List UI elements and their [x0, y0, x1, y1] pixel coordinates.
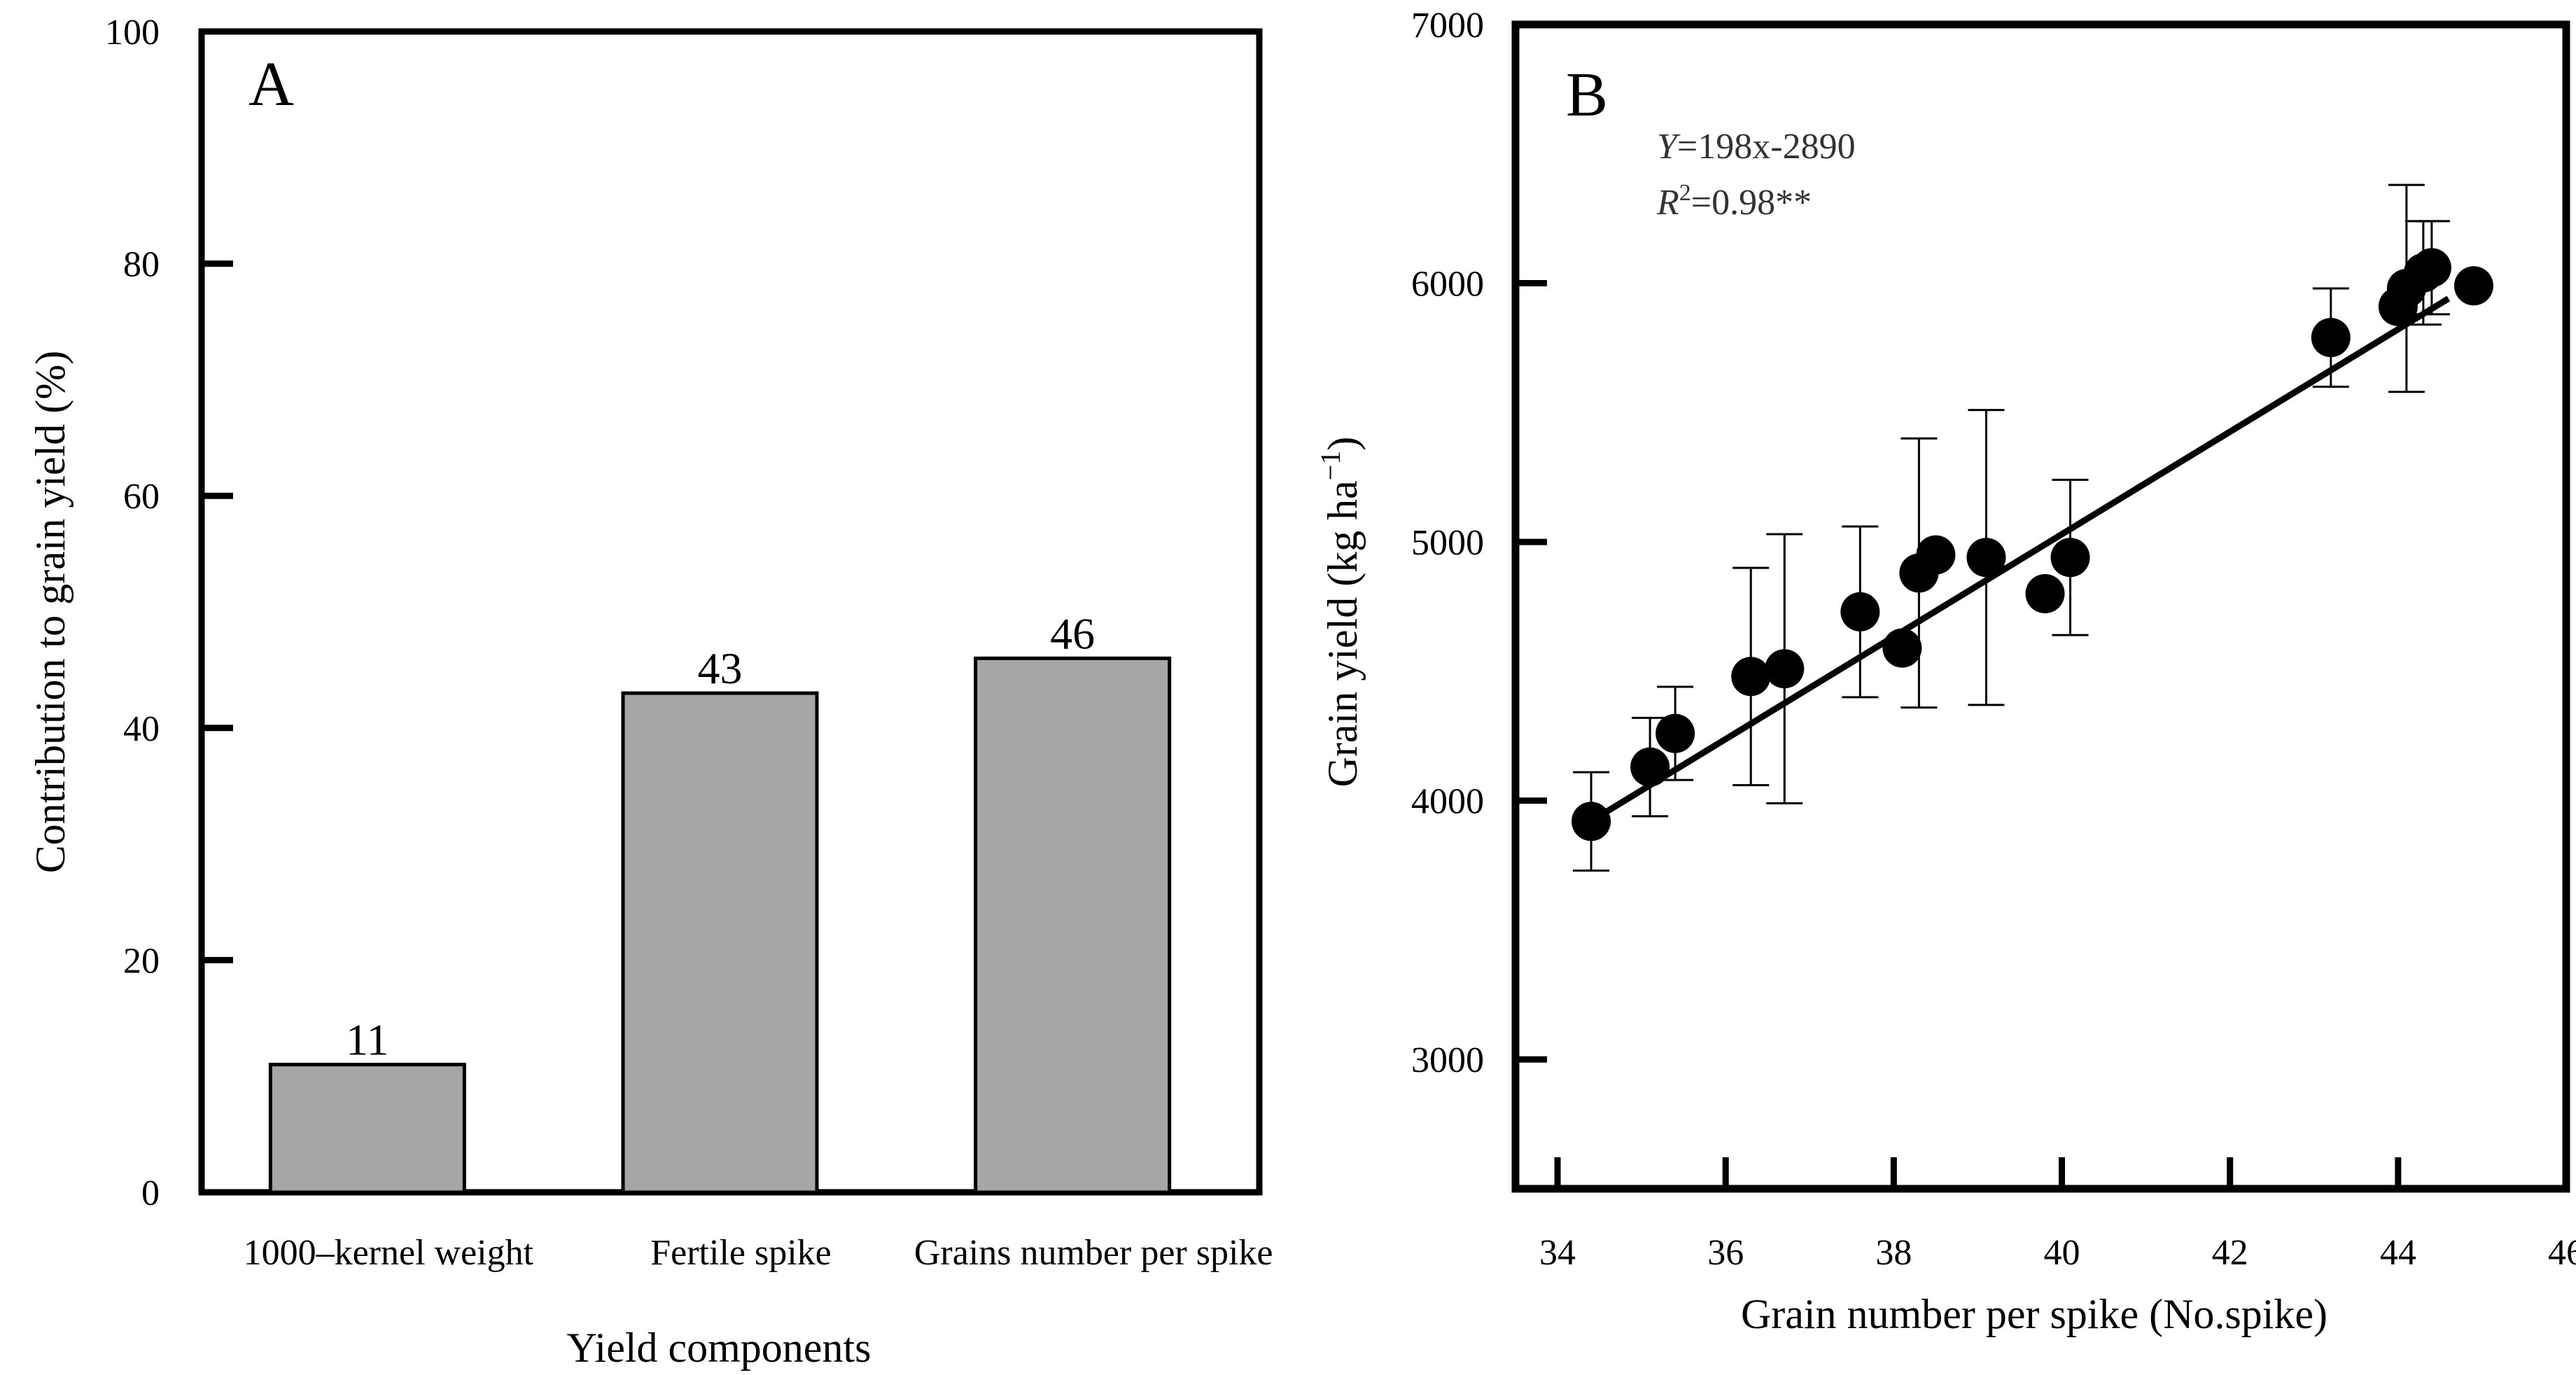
panel-a-y-axis-title: Contribution to grain yield (%) [27, 351, 74, 874]
panel-b-letter: B [1566, 60, 1608, 130]
y-tick-label: 0 [141, 1173, 160, 1213]
panel-b-x-ticks: 34 36 38 40 42 44 46 [1539, 1157, 2576, 1273]
data-point [1656, 713, 1695, 753]
panel-a-bar-chart: A 0 20 40 60 80 100 11 43 46 1000–kernel weight… [27, 13, 1273, 1371]
panel-b-y-axis-title-main: Grain yield (kg ha [1320, 480, 1366, 787]
y-tick-label: 40 [123, 709, 160, 749]
x-tick-label: 42 [2212, 1233, 2248, 1273]
bar-value-label: 43 [698, 643, 743, 693]
y-tick-label: 80 [123, 245, 160, 285]
data-point [2311, 318, 2351, 358]
r-symbol: R [1656, 183, 1679, 223]
panel-a-y-ticks: 0 20 40 60 80 100 [105, 13, 233, 1213]
y-tick-label: 5000 [1411, 523, 1484, 563]
bar [974, 656, 1172, 1194]
panel-b-y-ticks: 3000 4000 5000 6000 7000 [1411, 6, 1547, 1080]
x-category-label: 1000–kernel weight [244, 1233, 534, 1273]
panel-b-regression-line [1589, 295, 2451, 824]
y-tick-label: 60 [123, 477, 160, 517]
r-squared-label: R2=0.98** [1656, 180, 1812, 223]
panel-b-error-bars [1573, 183, 2450, 872]
panel-b-points [1572, 248, 2493, 842]
panel-b-y-axis-unit-superscript: −1 [1315, 451, 1346, 481]
bar-value-label: 11 [346, 1015, 389, 1065]
y-tick-label: 3000 [1411, 1040, 1484, 1080]
data-point [1731, 657, 1771, 697]
data-point [1630, 747, 1670, 787]
data-point [2454, 266, 2493, 306]
equation-text: =198x-2890 [1677, 127, 1856, 167]
panel-a-x-axis-title: Yield components [567, 1325, 872, 1371]
panel-a-letter: A [248, 50, 294, 119]
panel-b-x-axis-title: Grain number per spike (No.spike) [1741, 1291, 2328, 1337]
panel-b-plot-frame [1511, 20, 2570, 1193]
data-point [2050, 538, 2090, 578]
data-point [1765, 649, 1805, 689]
r-squared-value: =0.98** [1691, 183, 1812, 223]
panel-a-x-tick-labels: 1000–kernel weight Fertile spike Grains nu… [244, 1233, 1273, 1273]
data-point [1572, 802, 1611, 842]
regression-line [1589, 295, 2451, 824]
regression-equation: Y=198x-2890 [1657, 127, 1856, 167]
panel-a-bars [268, 656, 1172, 1194]
panel-b-scatter-chart: B Y=198x-2890 R2=0.98** 3000 4000 5000 6000… [1315, 6, 2576, 1337]
r-squared-superscript: 2 [1679, 180, 1691, 206]
y-tick-label: 7000 [1411, 6, 1484, 46]
data-point [1966, 538, 2006, 578]
y-tick-label: 4000 [1411, 782, 1484, 822]
y-tick-label: 100 [105, 13, 160, 53]
x-tick-label: 44 [2380, 1233, 2416, 1273]
x-tick-label: 34 [1539, 1233, 1576, 1273]
panel-a-data-labels: 11 43 46 [346, 608, 1095, 1064]
bar-value-label: 46 [1050, 608, 1095, 658]
panel-b-y-axis-title-close: ) [1320, 437, 1366, 451]
data-point [2025, 574, 2065, 614]
x-tick-label: 40 [2044, 1233, 2080, 1273]
x-tick-label: 46 [2548, 1233, 2576, 1273]
equation-y-symbol: Y [1657, 127, 1681, 167]
bar [268, 1063, 466, 1194]
data-point [1916, 535, 1956, 575]
x-category-label: Grains number per spike [914, 1233, 1273, 1273]
panel-b-y-axis-title: Grain yield (kg ha−1) [1315, 437, 1366, 788]
data-point [2412, 248, 2451, 288]
x-tick-label: 38 [1875, 1233, 1912, 1273]
bar [621, 691, 819, 1194]
x-tick-label: 36 [1707, 1233, 1744, 1273]
data-point [1882, 628, 1922, 668]
y-tick-label: 20 [123, 941, 160, 981]
data-point [1840, 592, 1880, 631]
y-tick-label: 6000 [1411, 265, 1484, 305]
x-category-label: Fertile spike [650, 1233, 832, 1273]
